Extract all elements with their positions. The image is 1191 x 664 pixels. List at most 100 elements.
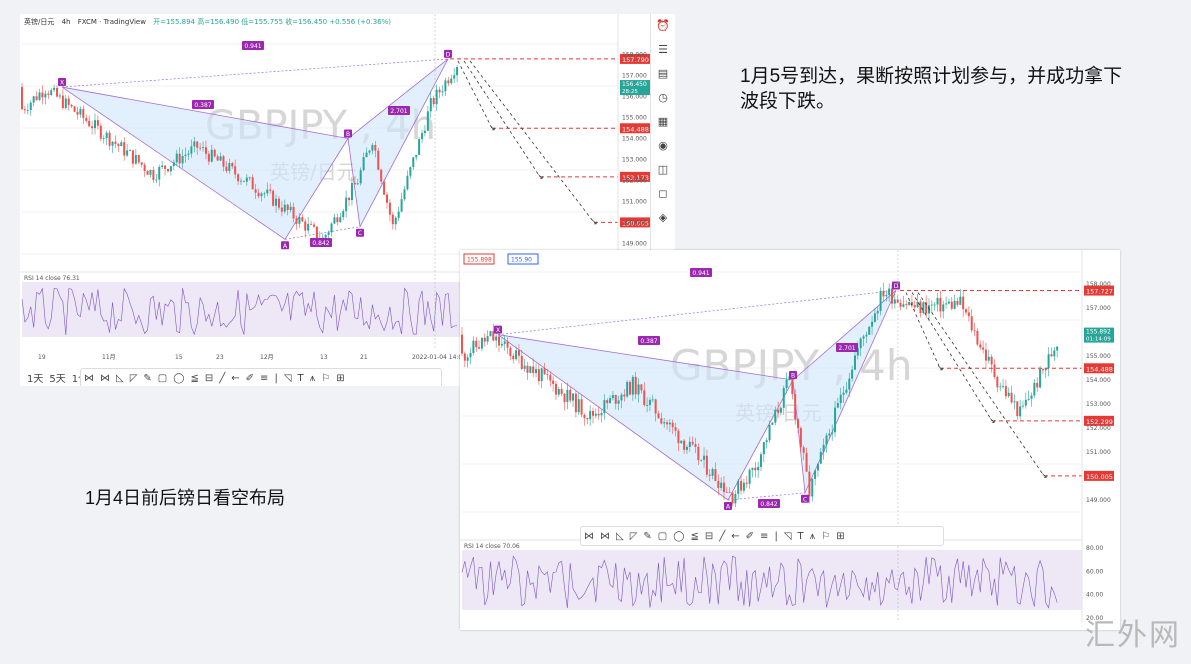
candle-body (342, 211, 345, 218)
range-icon[interactable]: ⊞ (836, 530, 845, 542)
candle-body (438, 89, 441, 93)
tf-5d[interactable]: 5天 (49, 373, 66, 385)
chat-icon[interactable]: ◫ (657, 163, 669, 176)
text-icon[interactable]: T (797, 530, 804, 542)
cypher-icon[interactable]: ⋈ (100, 372, 110, 384)
pen-icon[interactable]: ✎ (143, 372, 152, 384)
message-icon[interactable]: ◻ (658, 187, 668, 200)
candle-body (327, 232, 330, 235)
candle-body (292, 206, 295, 219)
target-price-box (620, 53, 650, 64)
candle-body (134, 155, 137, 164)
ratio-label: 0.941 (244, 43, 261, 50)
pattern-icon[interactable]: ⩚ (309, 372, 316, 384)
channel-icon[interactable]: ⊟ (704, 530, 714, 542)
candle-body (469, 352, 472, 358)
last-price-box (1084, 327, 1114, 343)
clock-icon[interactable]: ◷ (658, 91, 668, 104)
flag-icon[interactable]: ⚐ (821, 530, 831, 542)
chart-panel-2[interactable]: GBPJPY , 4h 英镑/日元 X A B C D 0.941 0.387 0.842 2.70… (460, 250, 1120, 630)
brush-icon[interactable]: ✐ (245, 372, 255, 384)
candle-body (882, 290, 885, 297)
candle-body (765, 440, 768, 443)
candle-body (506, 341, 509, 348)
candle-body (1036, 382, 1039, 388)
price-chart-1[interactable]: GBPJPY , 4h英镑/日元XABCD0.9410.3870.8422.70… (20, 14, 675, 386)
brush-icon[interactable]: ✐ (745, 530, 755, 542)
candle-body (260, 193, 263, 197)
candle-body (374, 145, 377, 151)
range-icon[interactable]: ⊞ (336, 372, 345, 384)
candle-body (606, 400, 609, 404)
candle-body (583, 414, 586, 419)
candle-body (400, 199, 403, 212)
candle-body (391, 214, 394, 225)
rectangle-icon[interactable]: ▢ (157, 372, 168, 384)
vline-icon[interactable]: | (274, 372, 278, 384)
notification-icon[interactable]: ◈ (658, 211, 668, 224)
candle-body (301, 217, 304, 222)
candle-body (668, 422, 671, 425)
ellipse-icon[interactable]: ◯ (173, 372, 185, 384)
xabcd-icon[interactable]: ⋈ (84, 372, 94, 384)
channel-icon[interactable]: ⊟ (204, 372, 214, 384)
candle-body (1053, 350, 1056, 357)
abcd-icon[interactable]: ◺ (616, 530, 624, 542)
xabcd-price: 155.90 (511, 257, 532, 264)
candle-body (657, 413, 660, 419)
details-icon[interactable]: ▤ (657, 67, 669, 80)
arrow-icon[interactable]: ← (731, 530, 740, 542)
candle-body (825, 435, 828, 445)
ellipse-icon[interactable]: ◯ (673, 530, 685, 542)
fib-icon[interactable]: ≦ (190, 372, 199, 384)
lines-icon[interactable]: ≡ (760, 530, 769, 542)
fib-icon[interactable]: ≦ (690, 530, 699, 542)
flag-icon[interactable]: ⚐ (321, 372, 331, 384)
triangle-pattern-icon[interactable]: ◸ (629, 530, 638, 542)
candle-body (509, 347, 512, 356)
price-chart-2[interactable]: GBPJPY , 4h英镑/日元XABCD0.9410.3870.8422.70… (460, 250, 1120, 630)
candle-body (277, 198, 280, 208)
triangle-pattern-icon[interactable]: ◸ (129, 372, 138, 384)
idea-icon[interactable]: ◉ (658, 139, 668, 152)
pen-icon[interactable]: ✎ (643, 530, 652, 542)
candle-body (950, 301, 953, 309)
price-tick: 155.000 (622, 115, 647, 122)
alarm-icon[interactable]: ⏰ (656, 19, 670, 32)
candle-body (683, 440, 686, 450)
watchlist-icon[interactable]: ☰ (658, 43, 668, 56)
time-tick: 11月 (102, 354, 116, 361)
chart1-header: 英镑/日元 4h FXCM · TradingView 开=155.894 高=… (24, 17, 396, 27)
price-tick: 153.000 (1086, 401, 1111, 408)
candle-body (190, 146, 193, 154)
arrow-icon[interactable]: ← (231, 372, 240, 384)
angle-icon[interactable]: ◹ (283, 372, 292, 384)
candle-body (577, 399, 580, 413)
candle-body (634, 376, 637, 395)
candle-body (836, 403, 839, 408)
candle-body (463, 353, 466, 361)
text-icon[interactable]: T (297, 372, 304, 384)
calendar-icon[interactable]: ▦ (657, 115, 669, 128)
abcd-icon[interactable]: ◺ (116, 372, 124, 384)
interval[interactable]: 4h (61, 18, 71, 26)
candle-body (666, 422, 669, 425)
tf-1m[interactable]: 1个 (69, 370, 91, 385)
trendline-icon[interactable]: ╱ (719, 530, 726, 542)
candle-body (237, 174, 240, 182)
tf-1d[interactable]: 1天 (27, 373, 44, 385)
angle-icon[interactable]: ◹ (783, 530, 792, 542)
chart-panel-1[interactable]: 英镑/日元 4h FXCM · TradingView 开=155.894 高=… (20, 14, 675, 386)
lines-icon[interactable]: ≡ (260, 372, 269, 384)
cypher-icon[interactable]: ⋈ (600, 530, 610, 542)
xabcd-icon[interactable]: ⋈ (584, 530, 594, 542)
candle-body (760, 454, 762, 467)
price-tick: 155.000 (1086, 353, 1111, 360)
time-tick: 23 (216, 354, 224, 361)
candle-body (26, 110, 29, 111)
trendline-icon[interactable]: ╱ (219, 372, 226, 384)
vline-icon[interactable]: | (774, 530, 778, 542)
candle-body (663, 422, 666, 424)
rectangle-icon[interactable]: ▢ (657, 530, 668, 542)
pattern-icon[interactable]: ⩚ (809, 530, 816, 542)
